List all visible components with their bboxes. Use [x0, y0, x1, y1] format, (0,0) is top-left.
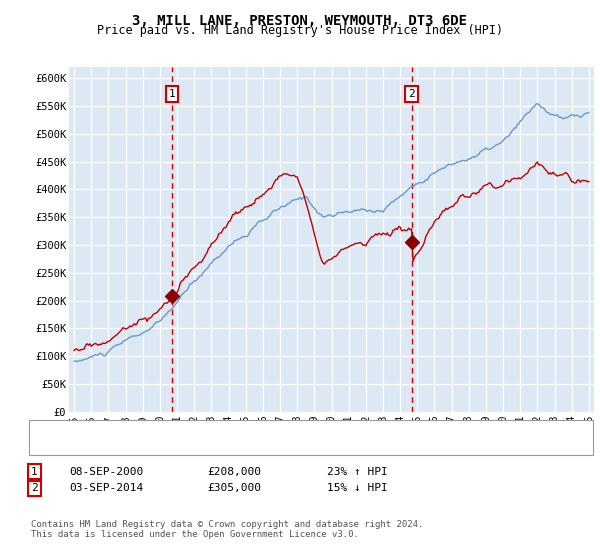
Text: Price paid vs. HM Land Registry's House Price Index (HPI): Price paid vs. HM Land Registry's House …: [97, 24, 503, 37]
Text: 15% ↓ HPI: 15% ↓ HPI: [327, 483, 388, 493]
Text: £305,000: £305,000: [207, 483, 261, 493]
Text: 08-SEP-2000: 08-SEP-2000: [69, 466, 143, 477]
Text: 2: 2: [408, 89, 415, 99]
Text: 3, MILL LANE, PRESTON, WEYMOUTH, DT3 6DE (detached house): 3, MILL LANE, PRESTON, WEYMOUTH, DT3 6DE…: [75, 428, 431, 438]
Text: 3, MILL LANE, PRESTON, WEYMOUTH, DT3 6DE: 3, MILL LANE, PRESTON, WEYMOUTH, DT3 6DE: [133, 14, 467, 28]
Text: ——: ——: [39, 426, 54, 440]
Text: HPI: Average price, detached house, Dorset: HPI: Average price, detached house, Dors…: [75, 439, 337, 449]
Text: 1: 1: [169, 89, 175, 99]
Text: 2: 2: [31, 483, 38, 493]
Text: 03-SEP-2014: 03-SEP-2014: [69, 483, 143, 493]
Text: 1: 1: [31, 466, 38, 477]
Text: £208,000: £208,000: [207, 466, 261, 477]
Text: 23% ↑ HPI: 23% ↑ HPI: [327, 466, 388, 477]
Text: Contains HM Land Registry data © Crown copyright and database right 2024.
This d: Contains HM Land Registry data © Crown c…: [31, 520, 424, 539]
Text: ——: ——: [39, 437, 54, 451]
